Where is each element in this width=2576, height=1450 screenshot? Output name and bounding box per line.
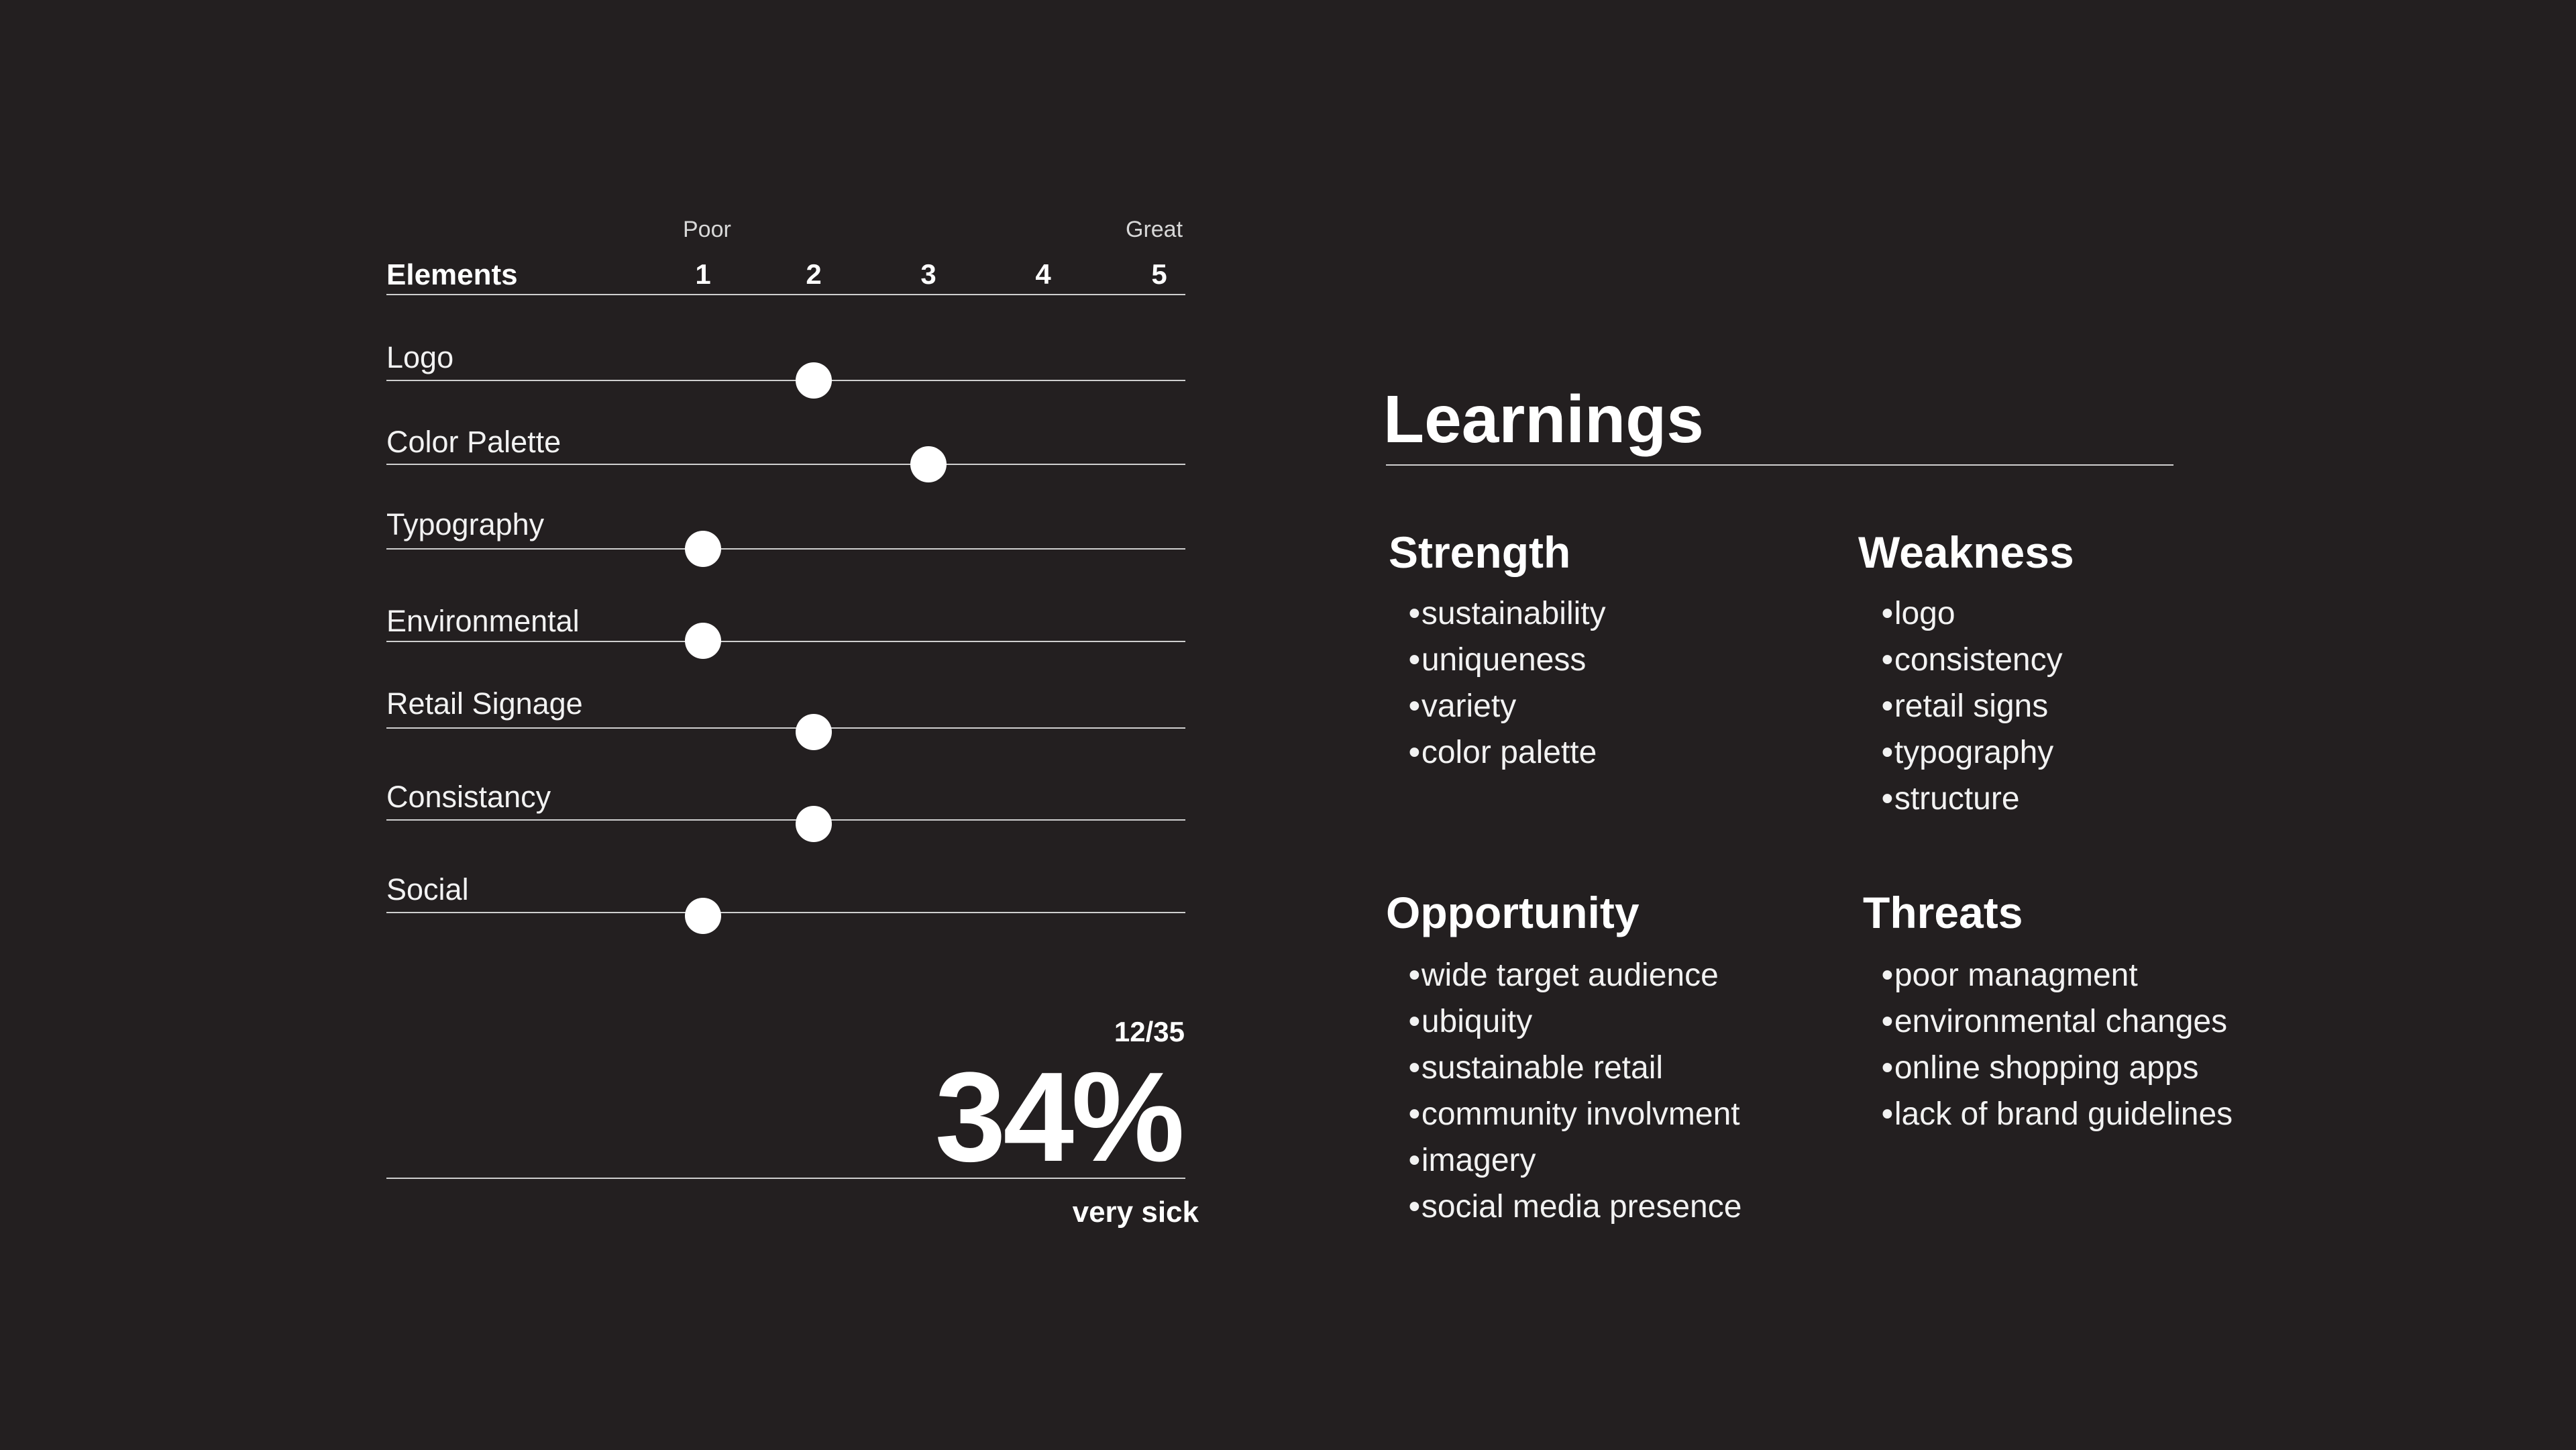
rating-knob[interactable] [796,362,832,399]
scale-number-2: 2 [806,258,822,290]
list-item: variety [1409,683,1606,729]
score-percentage: 34% [934,1046,1185,1188]
rating-track [386,380,1185,381]
list-item: sustainable retail [1409,1045,1741,1091]
threats-list: poor managment environmental changes onl… [1882,952,2233,1137]
learnings-title: Learnings [1383,382,1704,457]
weakness-list: logo consistency retail signs typography… [1882,590,2063,822]
rating-knob[interactable] [685,898,721,934]
rating-row-label: Environmental [386,604,580,638]
rating-track [386,727,1185,729]
scale-number-1: 1 [695,258,711,290]
opportunity-title: Opportunity [1386,888,1640,937]
scale-number-5: 5 [1151,258,1167,290]
scale-number-4: 4 [1035,258,1051,290]
rating-knob[interactable] [685,531,721,567]
list-item: imagery [1409,1137,1741,1184]
list-item: uniqueness [1409,637,1606,683]
elements-header: Elements [386,258,518,291]
rating-row-label: Color Palette [386,425,561,459]
rating-knob[interactable] [685,623,721,659]
strength-title: Strength [1389,527,1571,577]
list-item: community involvment [1409,1091,1741,1137]
score-divider [386,1178,1185,1179]
rating-row-label: Retail Signage [386,686,583,721]
list-item: social media presence [1409,1184,1742,1230]
list-item: typography [1882,729,2063,776]
list-item: poor managment [1882,952,2233,998]
list-item: consistency [1882,637,2063,683]
list-item: lack of brand guidelines [1882,1091,2233,1137]
score-fraction: 12/35 [1114,1016,1185,1047]
header-divider [386,294,1185,295]
rating-track [386,548,1185,550]
list-item: retail signs [1882,683,2063,729]
rating-row-label: Typography [386,507,545,541]
list-item: color palette [1409,729,1606,776]
rating-row-label: Consistancy [386,780,551,814]
list-item: logo [1882,590,2063,637]
rating-knob[interactable] [796,714,832,750]
rating-row-label: Social [386,872,469,907]
score-verdict: very sick [1072,1196,1199,1229]
list-item: ubiquity [1409,998,1741,1045]
rating-track [386,464,1185,465]
rating-knob[interactable] [796,806,832,842]
rating-track [386,912,1185,913]
scale-high-label: Great [1126,217,1183,242]
rating-row-label: Logo [386,340,454,374]
rating-knob[interactable] [910,446,947,482]
rating-track [386,641,1185,642]
scale-low-label: Poor [683,217,731,242]
scale-number-3: 3 [920,258,936,290]
list-item: structure [1882,776,2063,822]
strength-list: sustainability uniqueness variety color … [1409,590,1606,776]
learnings-divider [1386,464,2174,466]
list-item: wide target audience [1409,952,1741,998]
opportunity-list: wide target audience ubiquity sustainabl… [1409,952,1742,1230]
list-item: online shopping apps [1882,1045,2233,1091]
rating-track [386,819,1185,821]
list-item: environmental changes [1882,998,2233,1045]
threats-title: Threats [1863,888,2023,937]
weakness-title: Weakness [1858,527,2074,577]
list-item: sustainability [1409,590,1606,637]
